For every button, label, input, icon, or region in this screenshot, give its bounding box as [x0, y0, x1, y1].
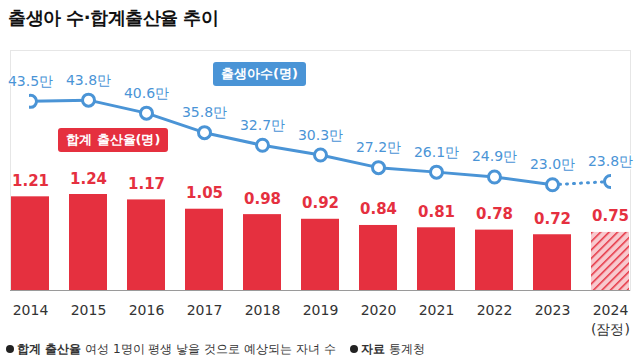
svg-text:27.2만: 27.2만	[356, 139, 401, 155]
svg-text:2016: 2016	[129, 302, 165, 318]
svg-text:26.1만: 26.1만	[414, 144, 459, 160]
svg-text:0.92: 0.92	[302, 194, 339, 212]
svg-text:0.78: 0.78	[476, 205, 513, 223]
svg-text:2019: 2019	[303, 302, 339, 318]
html-text:출생아수(명): 출생아수(명)	[221, 66, 298, 81]
html-text:합계 출산율(명): 합계 출산율(명)	[66, 132, 161, 147]
svg-text:2020: 2020	[361, 302, 397, 318]
svg-text:2022: 2022	[477, 302, 513, 318]
svg-text:40.6만: 40.6만	[124, 85, 169, 101]
svg-text:1.21: 1.21	[12, 172, 49, 190]
svg-text:32.7만: 32.7만	[240, 117, 285, 133]
html-text:출생아 수·합계출산율 추이: 출생아 수·합계출산율 추이	[8, 7, 219, 28]
svg-text:1.17: 1.17	[128, 175, 165, 193]
svg-text:0.84: 0.84	[360, 200, 397, 218]
svg-text:0.98: 0.98	[244, 190, 281, 208]
html-text:합계 출산율 여성 1명이 평생 낳을 것으로 예상되는 자: 합계 출산율 여성 1명이 평생 낳을 것으로 예상되는 자녀 수	[17, 342, 336, 356]
svg-text:30.3만: 30.3만	[298, 127, 343, 143]
svg-text:2024(잠정): 2024(잠정)	[591, 302, 630, 336]
svg-text:2014: 2014	[13, 302, 49, 318]
svg-text:43.8만: 43.8만	[66, 72, 111, 88]
svg-text:23.8만: 23.8만	[588, 153, 633, 169]
svg-text:0.81: 0.81	[418, 203, 455, 221]
svg-text:24.9만: 24.9만	[472, 148, 517, 164]
svg-text:0.75: 0.75	[592, 207, 629, 225]
svg-text:2023: 2023	[535, 302, 571, 318]
svg-text:1.05: 1.05	[186, 184, 223, 202]
svg-text:2021: 2021	[419, 302, 455, 318]
html-text:자료 통계청: 자료 통계청	[360, 342, 425, 356]
svg-text:43.5만: 43.5만	[8, 73, 53, 89]
svg-text:23.0만: 23.0만	[530, 156, 575, 172]
svg-text:2017: 2017	[187, 302, 223, 318]
svg-text:2018: 2018	[245, 302, 281, 318]
svg-text:2015: 2015	[71, 302, 107, 318]
svg-text:35.8만: 35.8만	[182, 104, 227, 120]
svg-text:1.24: 1.24	[70, 170, 107, 188]
svg-text:0.72: 0.72	[534, 210, 571, 228]
